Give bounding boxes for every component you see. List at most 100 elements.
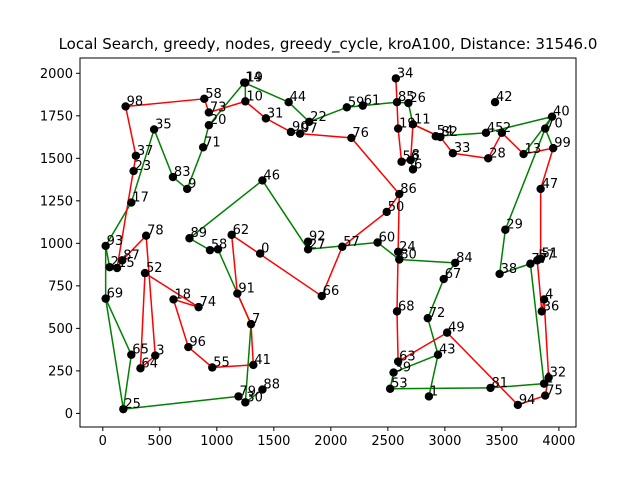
x-tick-label: 3000: [428, 434, 461, 449]
green-cycle-edge: [122, 354, 133, 410]
node-label: 49: [448, 321, 465, 336]
node-point: [433, 350, 443, 359]
node-point: [258, 176, 267, 185]
green-cycle-edge: [130, 129, 155, 203]
red-cycle-edge: [539, 147, 554, 190]
node-point: [117, 256, 127, 265]
red-cycle-edge: [523, 147, 554, 155]
node-point: [213, 245, 223, 254]
node-label: 67: [445, 267, 462, 282]
node-point: [112, 263, 122, 273]
node-label: 22: [310, 110, 327, 125]
green-cycle-edge: [399, 258, 456, 264]
red-cycle-edge: [397, 331, 448, 363]
node-point: [234, 392, 243, 401]
node-point: [295, 129, 305, 138]
red-cycle-edge: [121, 235, 147, 261]
green-cycle-edge: [390, 387, 491, 390]
node-point: [317, 291, 326, 301]
node-label: 6: [414, 157, 422, 172]
chart-title: Local Search, greedy, nodes, greedy_cycl…: [59, 35, 598, 54]
node-label: 75: [546, 384, 563, 399]
green-cycle-edge: [208, 82, 245, 126]
node-point: [129, 166, 138, 176]
green-cycle-edge: [522, 116, 553, 155]
node-label: 14: [245, 71, 262, 86]
node-point: [439, 274, 448, 284]
node-label: 25: [124, 397, 141, 412]
red-cycle-edge: [139, 273, 146, 369]
green-cycle-edge: [153, 129, 174, 178]
node-point: [450, 258, 460, 268]
node-label: 73: [210, 100, 227, 115]
node-label: 66: [323, 284, 340, 299]
node-label: 23: [135, 159, 152, 174]
node-point: [392, 98, 402, 107]
node-point: [194, 302, 203, 312]
red-cycle-edge: [396, 102, 399, 129]
node-label: 90: [292, 120, 309, 135]
node-label: 35: [155, 117, 172, 132]
x-tick-label: 1000: [200, 434, 233, 449]
node-label: 77: [531, 252, 548, 267]
node-label: 80: [400, 248, 417, 263]
red-cycle-edge: [144, 272, 199, 308]
node-point: [151, 351, 160, 360]
node-label: 55: [213, 355, 230, 370]
node-label: 54: [437, 124, 454, 139]
node-point: [347, 133, 356, 143]
red-cycle-edge: [265, 117, 292, 133]
node-label: 64: [141, 356, 158, 371]
node-point: [233, 289, 242, 298]
node-label: 19: [399, 117, 416, 132]
node-label: 59: [348, 95, 365, 110]
node-label: 84: [456, 251, 473, 266]
node-point: [304, 117, 314, 126]
node-label: 70: [546, 117, 563, 132]
green-cycle-edge: [288, 101, 310, 123]
node-point: [533, 256, 542, 265]
green-cycle-edge: [362, 101, 398, 107]
node-label: 56: [403, 150, 420, 165]
node-label: 36: [543, 299, 560, 314]
node-point: [497, 128, 507, 138]
node-label: 33: [454, 141, 471, 156]
node-point: [501, 225, 510, 234]
y-axis: 0 250 500 750 1000 1250 1500 1750 2000: [40, 67, 80, 422]
node-label: 32: [550, 366, 567, 381]
node-label: 93: [107, 234, 124, 249]
node-point: [127, 350, 136, 359]
node-point: [423, 313, 432, 323]
node-point: [541, 391, 550, 400]
node-point: [261, 114, 271, 123]
node-point: [539, 379, 549, 388]
node-point: [184, 342, 193, 352]
green-cycle-edge: [504, 128, 546, 231]
node-label: 96: [189, 335, 206, 350]
node-label: 37: [137, 144, 154, 159]
green-cycle-edge: [499, 263, 531, 275]
node-label: 50: [388, 200, 405, 215]
node-label: 98: [127, 94, 144, 109]
plot-edges: [104, 78, 554, 410]
node-point: [537, 307, 546, 316]
node-label: 38: [501, 262, 518, 277]
node-label: 24: [399, 240, 416, 255]
node-label: 42: [496, 90, 513, 105]
node-point: [140, 268, 150, 278]
red-cycle-edge: [300, 132, 352, 139]
node-point: [424, 392, 434, 401]
node-label: 74: [200, 295, 217, 310]
node-label: 34: [397, 66, 414, 81]
node-point: [149, 125, 159, 134]
red-cycle-edge: [125, 98, 205, 108]
node-point: [385, 384, 395, 393]
node-point: [204, 108, 214, 117]
node-label: 68: [398, 299, 415, 314]
node-point: [303, 245, 313, 254]
node-point: [548, 143, 558, 153]
node-label: 45: [487, 121, 504, 136]
red-cycle-edge: [350, 137, 400, 195]
node-label: 2: [111, 255, 119, 270]
node-point: [101, 294, 110, 303]
